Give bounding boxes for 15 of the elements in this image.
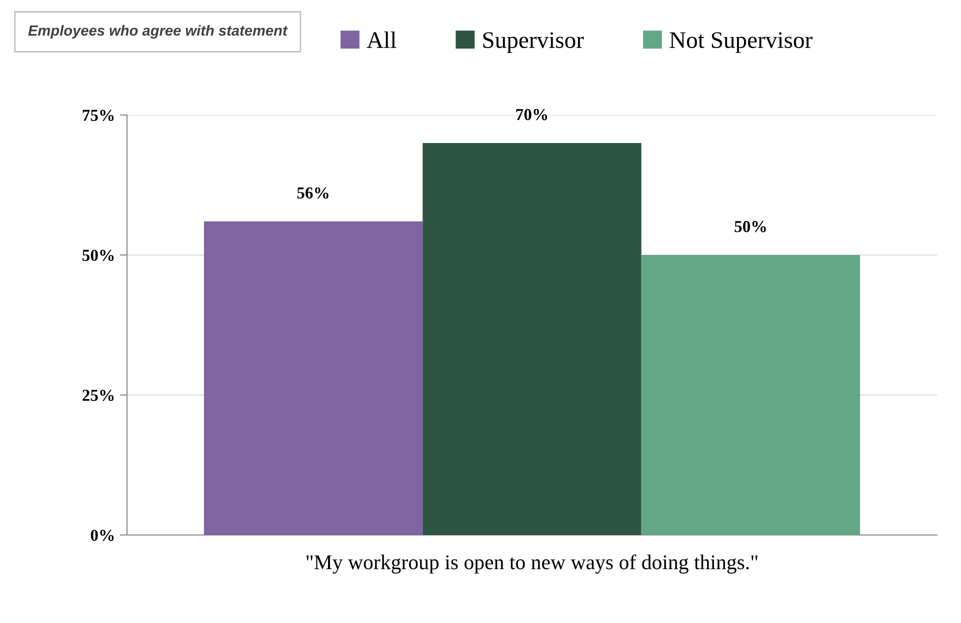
bar bbox=[641, 255, 860, 535]
y-tick-label: 25% bbox=[82, 390, 114, 401]
y-tick-label: 50% bbox=[82, 250, 114, 261]
legend-label: All bbox=[366, 31, 396, 48]
y-tick-label: 0% bbox=[90, 530, 114, 541]
legend-title: Employees who agree with statement bbox=[28, 25, 288, 39]
y-tick-label: 75% bbox=[82, 110, 114, 121]
legend-label: Not Supervisor bbox=[670, 32, 812, 53]
data-label: 70% bbox=[516, 108, 548, 120]
bar bbox=[204, 221, 423, 535]
data-label: 56% bbox=[297, 187, 328, 199]
x-tick-label: "My workgroup is open to new ways of doing things." bbox=[306, 554, 758, 574]
data-label: 50% bbox=[734, 220, 766, 232]
legend-label: Supervisor bbox=[483, 32, 584, 53]
bar bbox=[422, 143, 642, 535]
